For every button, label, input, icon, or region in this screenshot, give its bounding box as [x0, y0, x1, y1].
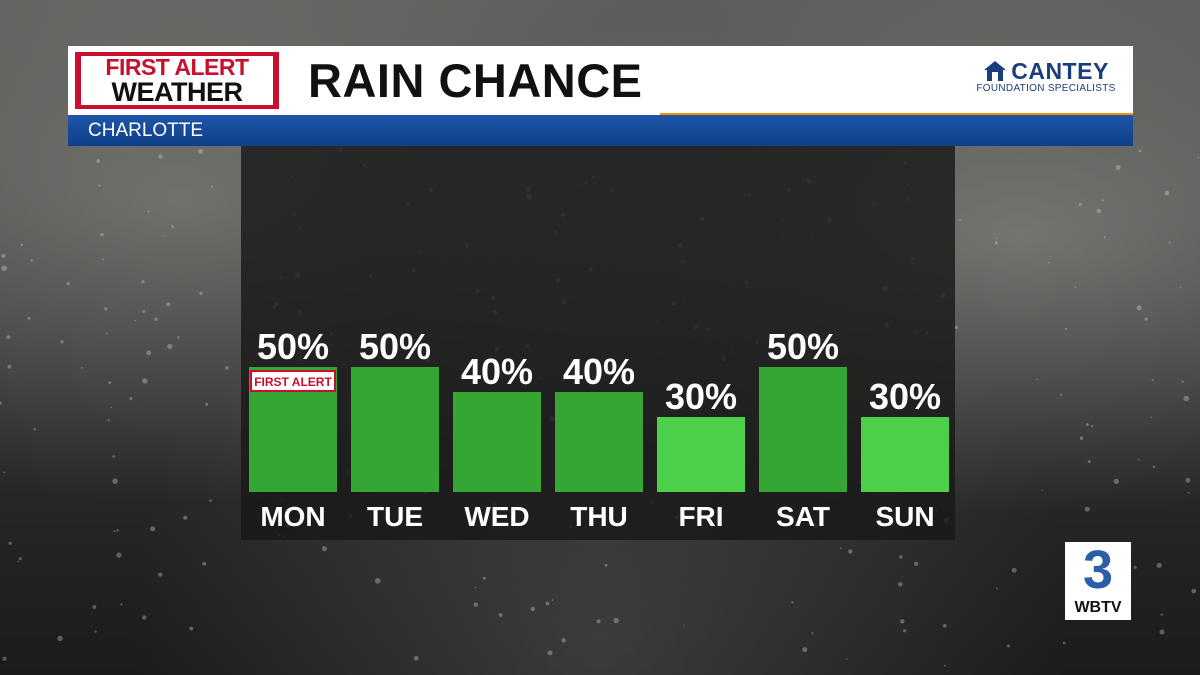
bar-thu: [555, 392, 643, 492]
value-label-tue: 50%: [359, 326, 431, 367]
bar-wed: [453, 392, 541, 492]
category-label-fri: FRI: [678, 501, 723, 532]
value-label-fri: 30%: [665, 376, 737, 417]
bar-sun: [861, 417, 949, 492]
house-icon: [984, 61, 1007, 81]
bar-fri: [657, 417, 745, 492]
station-call-sign: WBTV: [1074, 599, 1122, 616]
category-label-mon: MON: [260, 501, 325, 532]
category-label-tue: TUE: [367, 501, 423, 532]
rain-chance-chart: 50% MON 50% TUE 40% WED 40% THU 30% FRI 50% SAT 30% S…: [249, 326, 949, 532]
bar-sat: [759, 367, 847, 492]
location-bar: CHARLOTTE: [68, 115, 1133, 146]
value-label-wed: 40%: [461, 351, 533, 392]
bar-tue: [351, 367, 439, 492]
chart-panel: 50% MON 50% TUE 40% WED 40% THU 30% FRI 50% SAT 30% S…: [241, 146, 955, 540]
header-banner: FIRST ALERT WEATHER RAIN CHANCE CANTEY F…: [68, 46, 1133, 116]
logo-line-weather: WEATHER: [111, 77, 244, 107]
category-label-sun: SUN: [875, 501, 934, 532]
value-label-thu: 40%: [563, 351, 635, 392]
category-label-thu: THU: [570, 501, 628, 532]
category-label-sat: SAT: [776, 501, 830, 532]
accent-stripe: [660, 113, 1133, 116]
station-logo: 3 WBTV: [1065, 542, 1131, 620]
location-label: CHARLOTTE: [88, 120, 204, 141]
first-alert-weather-logo: FIRST ALERT WEATHER: [73, 50, 281, 111]
category-label-wed: WED: [464, 501, 529, 532]
value-label-mon: 50%: [257, 326, 329, 367]
station-number-mark: 3: [1082, 540, 1114, 600]
first-alert-badge-label: FIRST ALERT: [254, 375, 332, 389]
sponsor-name: CANTEY: [1011, 58, 1109, 84]
page-title: RAIN CHANCE: [308, 54, 643, 107]
first-alert-badge: [250, 370, 336, 392]
sponsor-tagline: FOUNDATION SPECIALISTS: [976, 83, 1116, 94]
value-label-sun: 30%: [869, 376, 941, 417]
sponsor-logo: CANTEY FOUNDATION SPECIALISTS: [971, 59, 1121, 103]
value-label-sat: 50%: [767, 326, 839, 367]
logo-line-first-alert: FIRST ALERT: [105, 54, 249, 80]
